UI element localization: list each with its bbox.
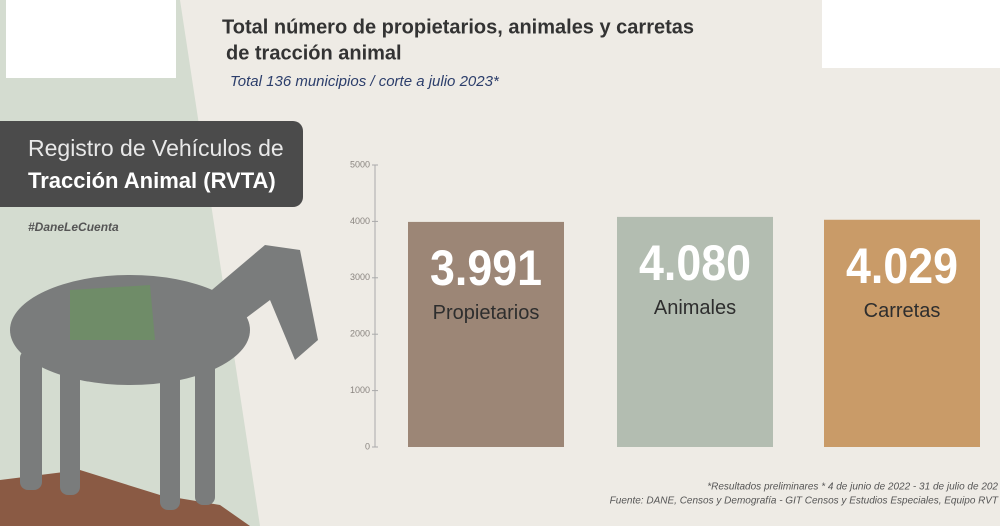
- category-label: Carretas: [864, 300, 941, 322]
- y-tick-label: 5000: [350, 159, 370, 169]
- y-tick-label: 2000: [350, 329, 370, 339]
- y-tick-label: 1000: [350, 385, 370, 395]
- footnote: *Resultados preliminares * 4 de junio de…: [707, 482, 998, 493]
- panel-title: Registro de Vehículos de: [28, 135, 284, 161]
- value-label: 4.029: [846, 238, 958, 294]
- category-label: Propietarios: [433, 302, 540, 324]
- y-tick-label: 4000: [350, 216, 370, 226]
- source-note: Fuente: DANE, Censos y Demografía - GIT …: [610, 496, 999, 507]
- y-tick-label: 3000: [350, 272, 370, 282]
- bar: [408, 221, 564, 447]
- redaction-box: [6, 0, 176, 78]
- panel-title-box: [0, 121, 303, 207]
- bar: [617, 216, 773, 447]
- value-label: 3.991: [430, 240, 542, 296]
- redaction-box: [822, 0, 1000, 68]
- chart-title: Total número de propietarios, animales y…: [222, 16, 694, 38]
- y-tick-label: 0: [365, 441, 370, 451]
- chart-title: de tracción animal: [226, 42, 402, 64]
- panel-title: Tracción Animal (RVTA): [28, 168, 276, 193]
- horse-illustration: [10, 245, 318, 510]
- category-label: Animales: [654, 297, 736, 319]
- bar: [824, 219, 980, 447]
- value-label: 4.080: [639, 235, 751, 291]
- hashtag: #DaneLeCuenta: [28, 220, 119, 234]
- chart-subtitle: Total 136 municipios / corte a julio 202…: [230, 73, 500, 90]
